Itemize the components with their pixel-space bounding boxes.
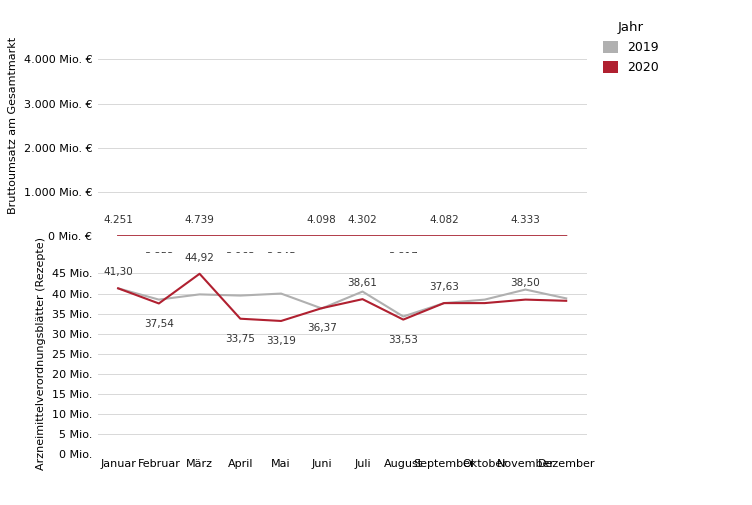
Legend: 2019, 2020: 2019, 2020 [602,21,660,74]
Text: 4.082: 4.082 [429,215,459,225]
Text: 3.817: 3.817 [388,251,418,262]
Text: 36,37: 36,37 [307,323,337,333]
Text: 4.251: 4.251 [103,215,133,225]
Text: 33,19: 33,19 [266,336,296,346]
Text: 4.098: 4.098 [307,215,337,225]
Text: 38,61: 38,61 [347,278,378,288]
Text: 3.852: 3.852 [144,251,174,262]
Y-axis label: Bruttoumsatz am Gesamtmarkt: Bruttoumsatz am Gesamtmarkt [8,37,18,214]
Text: 44,92: 44,92 [185,252,214,263]
Y-axis label: Arzneimittelverordnungsblätter (Rezepte): Arzneimittelverordnungsblätter (Rezepte) [36,237,46,471]
Text: 37,63: 37,63 [429,282,459,292]
Text: 4.739: 4.739 [185,215,214,225]
Text: 33,75: 33,75 [226,334,255,344]
Text: 3.845: 3.845 [266,251,296,262]
Text: 33,53: 33,53 [388,335,418,345]
Text: 38,50: 38,50 [511,278,541,288]
Text: 4.302: 4.302 [347,215,378,225]
Text: 41,30: 41,30 [103,267,133,277]
Text: 3.963: 3.963 [226,251,255,262]
Text: 37,54: 37,54 [144,319,174,329]
Text: 4.333: 4.333 [511,215,541,225]
